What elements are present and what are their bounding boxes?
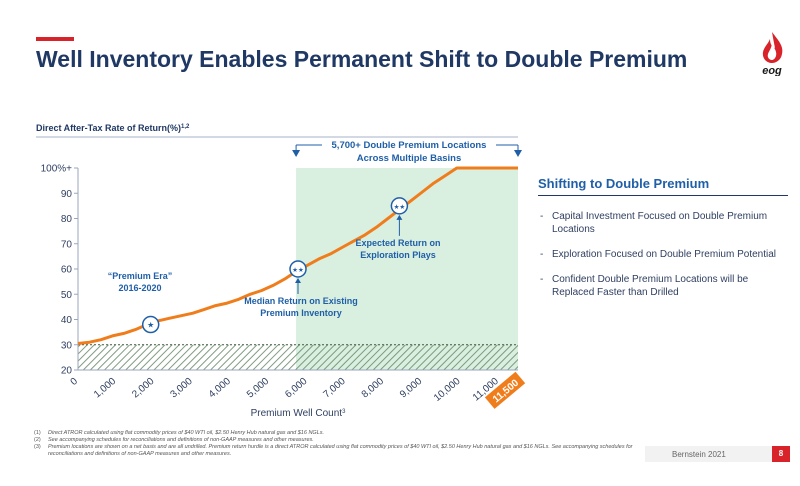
annotation-star-icon: ★ xyxy=(147,321,154,330)
x-tick-label: 10,000 xyxy=(432,376,463,404)
y-axis-label: Direct After-Tax Rate of Return(%)1,2 xyxy=(36,123,190,133)
annotation-star-icon: ★★ xyxy=(394,203,406,211)
hurdle-hatch-band xyxy=(78,344,518,370)
x-axis-label-sup: 3 xyxy=(342,409,346,415)
y-axis-label-sup: 1,2 xyxy=(181,124,190,130)
x-tick-label: 9,000 xyxy=(398,376,425,401)
page-title: Well Inventory Enables Permanent Shift t… xyxy=(36,46,688,72)
side-bullet-list: Capital Investment Focused on Double Pre… xyxy=(538,210,788,299)
annotation-label: “Premium Era” xyxy=(108,271,173,281)
page-number: 8 xyxy=(772,446,790,462)
y-tick-label: 90 xyxy=(61,189,73,200)
x-tick-label: 5,000 xyxy=(245,376,272,401)
y-tick-label: 20 xyxy=(61,366,73,377)
x-end-badge-bg xyxy=(484,371,526,409)
footnote: (1) Direct ATROR calculated using flat co… xyxy=(34,430,325,436)
footer-bar xyxy=(645,446,790,462)
annotation-label: 2016-2020 xyxy=(118,283,161,293)
callout-arrow-left xyxy=(292,150,301,157)
x-tick-label: 6,000 xyxy=(283,376,310,401)
y-tick-label: 70 xyxy=(61,239,73,250)
callout-text: Across Multiple Basins xyxy=(357,153,462,164)
callout-arrow-right xyxy=(514,150,522,157)
side-panel-title: Shifting to Double Premium xyxy=(538,176,788,196)
annotation-marker-circle xyxy=(141,315,160,334)
x-tick-label: 3,000 xyxy=(168,376,195,401)
y-tick-label: 30 xyxy=(61,340,73,351)
annotation-marker-circle xyxy=(289,260,307,278)
footnotes: (1) Direct ATROR calculated using flat co… xyxy=(34,430,634,458)
x-tick-label: 1,000 xyxy=(92,376,119,401)
x-tick-label: 7,000 xyxy=(322,376,349,401)
logo-text: eog xyxy=(762,65,782,76)
callout-text: 5,700+ Double Premium Locations xyxy=(332,140,487,151)
footnote: (3) Premium locations are shown on a net … xyxy=(34,444,633,457)
annotation-marker-circle xyxy=(390,197,409,215)
x-tick-label: 8,000 xyxy=(360,376,387,401)
side-bullet: Confident Double Premium Locations will … xyxy=(538,273,788,299)
footer-source: Bernstein 2021 xyxy=(672,450,726,459)
annotation-arrowhead xyxy=(295,278,301,283)
x-tick-label: 0 xyxy=(69,376,81,388)
title-accent-bar xyxy=(36,37,74,41)
side-bullet: Exploration Focused on Double Premium Po… xyxy=(538,248,788,261)
side-bullet: Capital Investment Focused on Double Pre… xyxy=(538,210,788,236)
x-axis-label: Premium Well Count3 xyxy=(251,408,347,419)
eog-logo: eog xyxy=(762,32,783,76)
x-tick-label: 4,000 xyxy=(207,376,234,401)
y-tick-label: 60 xyxy=(61,265,73,276)
x-axis-label-text: Premium Well Count xyxy=(251,408,343,419)
footnote: (2) See accompanying schedules for reconc… xyxy=(34,437,314,443)
annotation-label: Median Return on Existing xyxy=(244,296,358,306)
double-premium-region xyxy=(296,168,518,370)
y-tick-label: 50 xyxy=(61,290,73,301)
annotation-label: Expected Return on xyxy=(355,238,440,248)
x-tick-label: 2,000 xyxy=(130,376,157,401)
annotation-label: Premium Inventory xyxy=(260,308,342,318)
annotation-label: Exploration Plays xyxy=(360,250,436,260)
y-tick-label: 80 xyxy=(61,214,73,225)
y-tick-label: 40 xyxy=(61,315,73,326)
annotation-star-icon: ★★ xyxy=(292,266,304,274)
side-panel: Shifting to Double Premium Capital Inves… xyxy=(538,176,788,311)
y-axis-label-text: Direct After-Tax Rate of Return(%) xyxy=(36,123,181,133)
y-tick-label: 100%+ xyxy=(41,164,73,175)
annotation-arrowhead xyxy=(396,214,403,220)
